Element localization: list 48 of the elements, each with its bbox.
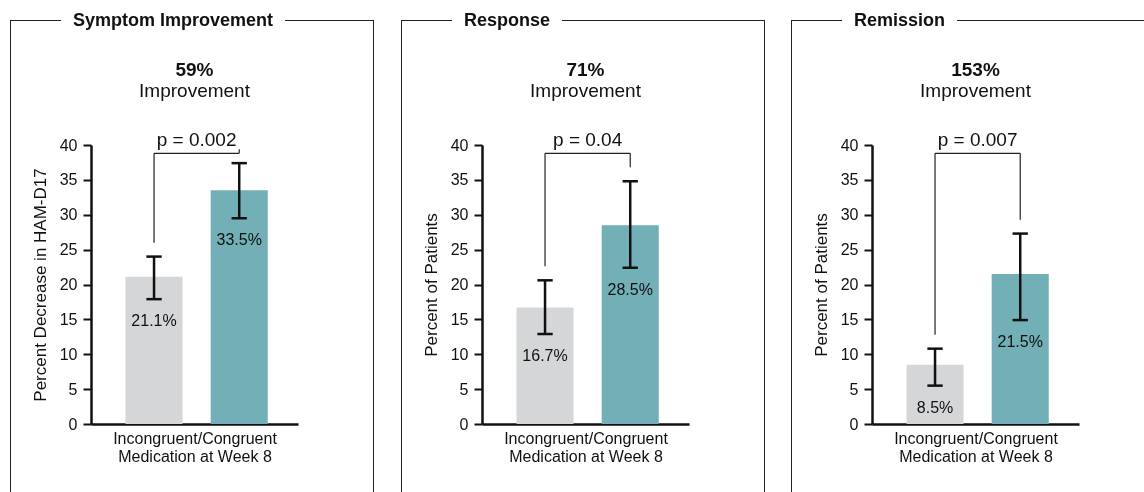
- y-tick-label: 10: [450, 345, 469, 363]
- y-tick-label: 40: [59, 136, 78, 154]
- y-tick-label: 30: [840, 206, 859, 224]
- y-tick-label: 10: [840, 345, 859, 363]
- chart-subtitle: 71% Improvement: [530, 59, 642, 102]
- y-tick-label: 25: [450, 241, 469, 259]
- y-tick-label: 15: [450, 310, 469, 328]
- y-tick-label: 30: [450, 206, 469, 224]
- y-axis-title: Percent Decrease in HAM-D17: [30, 168, 50, 402]
- y-axis-title: Percent of Patients: [811, 213, 831, 357]
- y-tick-label: 5: [68, 380, 78, 398]
- data-label: 21.1%: [131, 312, 177, 330]
- y-tick-label: 5: [459, 380, 469, 398]
- data-label: 33.5%: [216, 231, 262, 249]
- data-label: 8.5%: [916, 398, 954, 416]
- y-tick-label: 35: [840, 171, 859, 189]
- annotation: p = 0.007: [937, 129, 1018, 151]
- y-tick-label: 15: [840, 310, 859, 328]
- data-label: 21.5%: [997, 333, 1043, 351]
- x-axis-title: Incongruent/Congruent Medication at Week 8: [504, 429, 669, 465]
- annotation: p = 0.04: [553, 129, 623, 151]
- x-axis-title: Incongruent/Congruent Medication at Week 8: [113, 429, 278, 465]
- y-tick-label: 25: [59, 241, 78, 259]
- chart-subtitle: 153% Improvement: [920, 59, 1032, 102]
- y-tick-label: 0: [849, 415, 859, 433]
- y-tick-label: 20: [450, 276, 469, 293]
- chart-title: Remission: [853, 10, 947, 31]
- y-tick-label: 15: [59, 310, 78, 328]
- chart-title: Symptom Improvement: [72, 10, 275, 31]
- y-tick-label: 10: [59, 345, 78, 363]
- y-axis-title: Percent of Patients: [421, 213, 441, 357]
- y-tick-label: 40: [840, 136, 859, 154]
- y-tick-label: 30: [59, 206, 78, 224]
- y-tick-label: 20: [840, 276, 859, 293]
- y-tick-label: 40: [450, 136, 469, 154]
- chart-title: Response: [463, 10, 552, 31]
- y-tick-label: 25: [840, 241, 859, 259]
- y-tick-label: 5: [849, 380, 859, 398]
- data-label: 16.7%: [522, 347, 568, 365]
- y-tick-label: 35: [450, 171, 469, 189]
- y-tick-label: 0: [68, 415, 78, 433]
- chart-subtitle: 59% Improvement: [139, 59, 251, 102]
- x-axis-title: Incongruent/Congruent Medication at Week 8: [894, 429, 1059, 465]
- y-tick-label: 0: [459, 415, 469, 433]
- y-tick-label: 20: [59, 276, 78, 293]
- y-tick-label: 35: [59, 171, 78, 189]
- data-label: 28.5%: [607, 280, 653, 298]
- annotation: p = 0.002: [156, 129, 237, 151]
